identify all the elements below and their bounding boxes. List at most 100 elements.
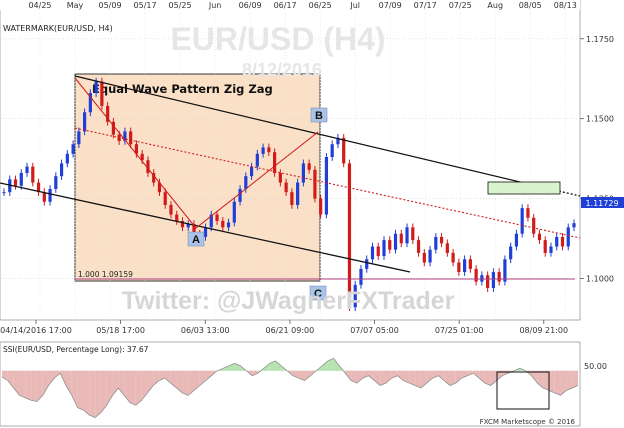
wave-a-text: A (192, 234, 200, 246)
grid (0, 10, 580, 320)
ssi-bar (223, 365, 229, 371)
price-candle (169, 204, 173, 215)
ssi-bar (543, 370, 549, 391)
price-candle (388, 240, 392, 250)
ssi-label: SSI(EUR/USD, Percentage Long): 37.67 (3, 345, 149, 354)
ssi-bar (351, 370, 357, 384)
ssi-bar (275, 360, 282, 371)
ssi-bar (89, 370, 96, 418)
price-candle (278, 172, 282, 183)
price-candle (48, 188, 52, 202)
price-candle (486, 275, 490, 289)
y-tick-label: 1.1750 (586, 35, 614, 44)
pattern-label: Equal Wave Pattern Zig Zag (92, 82, 273, 96)
price-candle (232, 201, 236, 223)
instrument-label: WATERMARK(EUR/USD, H4) (3, 24, 113, 33)
price-candle (422, 252, 426, 263)
price-candle (36, 182, 41, 193)
price-candle (129, 131, 133, 145)
ssi-bar (176, 370, 183, 393)
price-candle (134, 144, 139, 154)
price-candle (480, 275, 484, 282)
ssi-bar (228, 363, 235, 371)
price-candle (428, 249, 432, 263)
price-candle (451, 252, 455, 263)
ssi-bar (130, 370, 136, 406)
ssi-highlight-box (496, 371, 550, 410)
price-candle (347, 163, 352, 308)
price-candle (42, 192, 46, 202)
top-tick-label: 04/25 (28, 1, 51, 10)
price-candle (261, 147, 265, 154)
ssi-bar (124, 370, 130, 403)
ssi-bar (467, 370, 474, 376)
bottom-tick-label: 07/07 05:00 (350, 326, 399, 335)
wave-label-c: C (309, 285, 327, 301)
ssi-bar (368, 370, 375, 381)
price-candle (273, 152, 277, 173)
price-candle (157, 182, 162, 193)
ssi-bar (438, 370, 445, 381)
top-tick-label: May (67, 1, 84, 10)
wave-c-text: C (314, 288, 322, 300)
price-candle (203, 227, 208, 237)
price-series (2, 77, 576, 312)
ssi-bar (159, 370, 165, 381)
wave-label-a: A (187, 231, 205, 247)
ssi-bar (409, 370, 416, 386)
ssi-bar (263, 363, 270, 371)
ssi-bar (19, 370, 26, 398)
price-candle (88, 93, 92, 113)
chart-title: EUR/USD (H4) (170, 21, 385, 57)
wave-label-b: B (310, 107, 328, 123)
ssi-bar (554, 370, 561, 396)
price-candle (140, 153, 144, 161)
top-tick-label: 06/09 (239, 1, 262, 10)
price-candle (526, 208, 530, 218)
ssi-bar (188, 370, 194, 396)
ssi-bar (548, 370, 555, 393)
ssi-bar (484, 370, 491, 386)
ssi-bar (66, 370, 72, 396)
price-candle (175, 214, 179, 221)
ssi-bar (141, 370, 148, 401)
price-candle (393, 233, 398, 250)
price-candle (514, 233, 519, 247)
price-candle (290, 192, 294, 205)
ssi-bar (426, 370, 433, 384)
price-candle (238, 188, 242, 202)
bottom-tick-label: 06/03 13:00 (181, 326, 230, 335)
top-tick-label: 05/25 (169, 1, 192, 10)
top-tick-label: 07/09 (379, 1, 402, 10)
ssi-bar (13, 370, 20, 396)
bottom-tick-label: 08/09 21:00 (519, 326, 568, 335)
y-tick-label: 1.1500 (586, 115, 614, 124)
twitter-watermark: Twitter: @JWagnerFXTrader (122, 287, 455, 315)
ssi-bar (170, 370, 177, 388)
price-candle (336, 137, 340, 145)
price-candle (123, 131, 127, 142)
price-candle (399, 233, 403, 244)
ssi-bar (71, 370, 78, 408)
price-candle (59, 163, 64, 177)
ssi-bar (95, 370, 101, 418)
price-candle (226, 222, 231, 228)
price-candle (382, 240, 386, 257)
price-candle (549, 246, 553, 253)
price-candle (434, 236, 438, 250)
ssi-bar (403, 370, 410, 384)
price-candle (301, 163, 305, 183)
price-candle (163, 192, 167, 205)
price-candle (209, 214, 213, 228)
ssi-bar (112, 370, 119, 396)
ssi-bar (450, 370, 456, 386)
last-price-tag (581, 197, 624, 208)
ssi-bar (135, 370, 142, 406)
ssi-bar (147, 370, 154, 393)
ssi-bar (304, 370, 311, 381)
price-candle (537, 233, 542, 241)
price-candle (180, 220, 185, 228)
price-candle (13, 179, 18, 186)
ssi-bar (100, 370, 107, 413)
price-candle (532, 217, 536, 234)
